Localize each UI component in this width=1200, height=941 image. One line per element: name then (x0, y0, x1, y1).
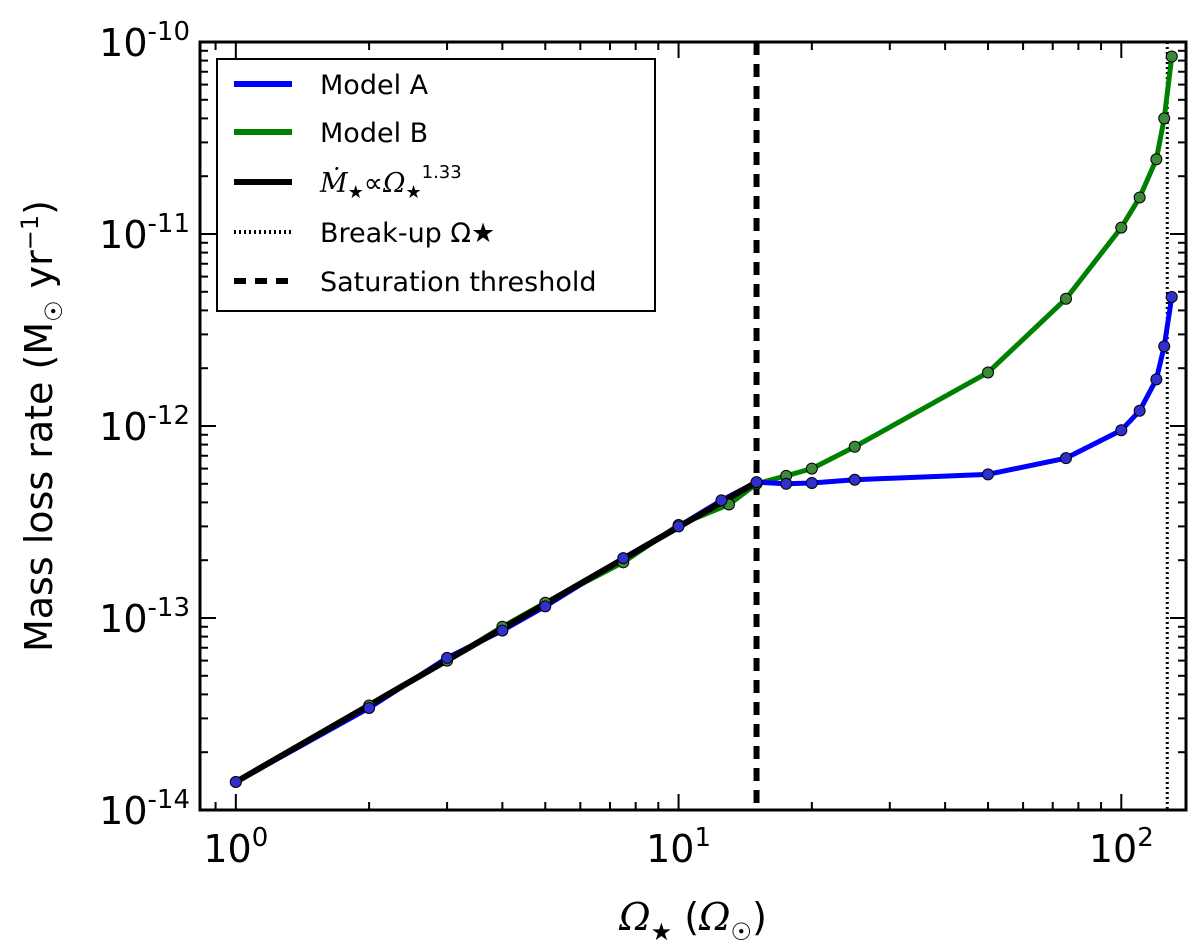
model-a-point (982, 468, 995, 481)
legend-label-power-law: Ṁ★∝Ω★1.33 (319, 162, 462, 203)
model-a-point (496, 624, 509, 637)
x-tick-label: 101 (646, 823, 711, 871)
ticks-layer: 100 101 102 10-14 10-13 10-12 10-11 10-10 (99, 17, 1186, 871)
power-law-line (234, 479, 759, 785)
model-b-point (805, 462, 818, 475)
model-b-point (848, 440, 861, 453)
model-a-point (848, 473, 861, 486)
y-axis-label: Mass loss rate (M☉ yr−1) (16, 200, 68, 652)
model-b-point (1165, 50, 1178, 63)
series-layer (229, 42, 1178, 810)
model-a-point (715, 494, 728, 507)
model-a-line (234, 296, 1175, 785)
legend-label-breakup: Break-up Ω★ (320, 218, 495, 249)
model-b-point (1150, 153, 1163, 166)
model-a-point (1059, 452, 1072, 465)
model-a-point (539, 600, 552, 613)
model-b-point (1158, 112, 1171, 125)
model-a-point (363, 701, 376, 714)
model-b-point (1115, 221, 1128, 234)
model-a-point (1133, 404, 1146, 417)
legend-label-model-a: Model A (320, 70, 429, 101)
model-b-point (982, 366, 995, 379)
y-tick-label: 10-12 (99, 401, 190, 449)
model-a-point (229, 775, 242, 788)
y-tick-label: 10-10 (99, 17, 190, 65)
y-tick-label: 10-13 (99, 593, 190, 641)
x-axis-label: Ω★ (Ω☉) (618, 895, 767, 941)
x-tick-label: 100 (203, 823, 268, 871)
model-b-point (1133, 191, 1146, 204)
model-a-point (1150, 373, 1163, 386)
model-a-point (1165, 290, 1178, 303)
x-tick-label: 102 (1089, 823, 1154, 871)
model-a-point (805, 476, 818, 489)
y-tick-label: 10-11 (99, 209, 190, 257)
legend: Model A Model B Ṁ★∝Ω★1.33 Break-up Ω★ Sa… (216, 58, 656, 312)
model-a-point (1115, 424, 1128, 437)
model-a-point (672, 520, 685, 533)
y-tick-label: 10-14 (99, 785, 190, 833)
model-a-point (441, 651, 454, 664)
model-a-point (1158, 340, 1171, 353)
model-b-point (1059, 292, 1072, 305)
legend-label-model-b: Model B (320, 118, 428, 149)
legend-label-saturation: Saturation threshold (320, 267, 597, 298)
model-a-point (617, 552, 630, 565)
model-a-point (750, 476, 763, 489)
model-a-point (780, 477, 793, 490)
